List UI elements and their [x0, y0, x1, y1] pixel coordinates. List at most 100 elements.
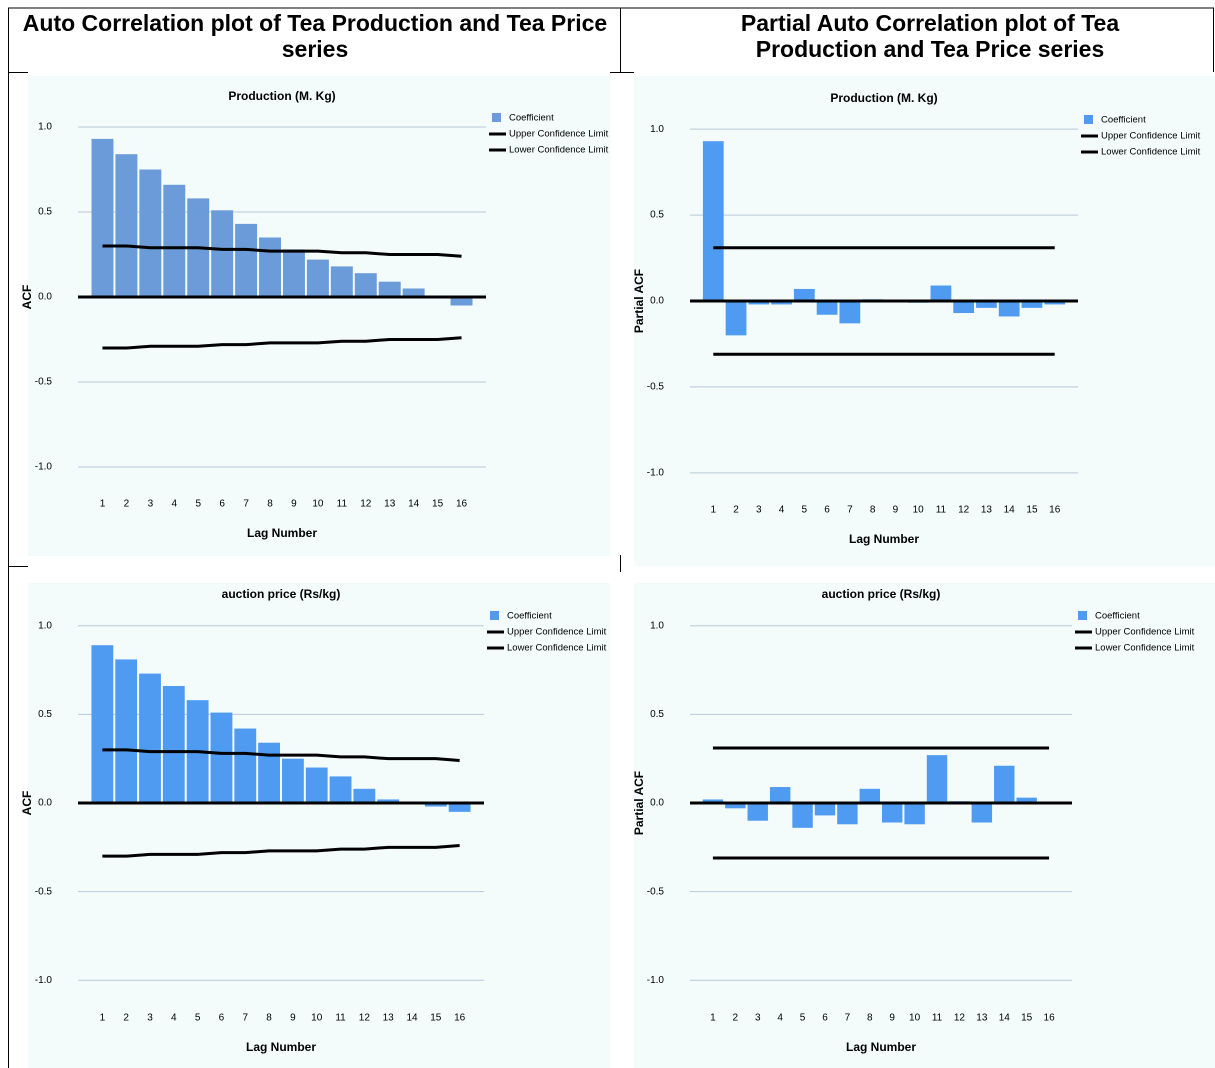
legend-label: Coefficient — [1095, 611, 1140, 622]
bar — [377, 799, 400, 803]
bar — [162, 686, 185, 803]
x-tick-label: 4 — [171, 1013, 177, 1024]
chart: auction price (Rs/kg)-1.0-0.50.00.51.01 2… — [20, 583, 610, 1068]
bar — [793, 288, 815, 301]
bar — [976, 301, 997, 308]
x-tick-label: 3 — [755, 1013, 761, 1024]
x-tick-label: 5 — [195, 1013, 201, 1024]
y-tick-label: -1.0 — [35, 462, 53, 473]
x-tick-label: 10 — [311, 1013, 323, 1024]
bar — [725, 803, 746, 809]
x-tick-label: 10 — [909, 1013, 921, 1024]
bar — [953, 301, 975, 314]
x-tick-label: 4 — [779, 505, 785, 516]
x-tick-label: 14 — [406, 1013, 418, 1024]
bar — [748, 301, 770, 305]
legend-label: Upper Confidence Limit — [1095, 627, 1195, 638]
legend-label: Coefficient — [1101, 115, 1146, 126]
bar — [1021, 301, 1043, 308]
x-tick-label: 3 — [148, 499, 154, 510]
x-tick-label: 2 — [733, 505, 739, 516]
x-tick-label: 10 — [312, 499, 324, 510]
chart-title: Production (M. Kg) — [228, 89, 335, 103]
x-tick-label: 6 — [824, 505, 830, 516]
chart-background — [634, 583, 1215, 1068]
column-header: Auto Correlation plot of Tea Production … — [22, 10, 608, 62]
chart-title: auction price (Rs/kg) — [822, 587, 941, 601]
bar — [747, 803, 768, 821]
x-tick-label: 14 — [408, 499, 420, 510]
legend-label: Lower Confidence Limit — [1095, 643, 1195, 654]
x-tick-label: 14 — [1004, 505, 1016, 516]
x-tick-label: 6 — [219, 1013, 225, 1024]
x-tick-label: 5 — [800, 1013, 806, 1024]
bar — [904, 803, 925, 825]
bar — [139, 673, 161, 803]
x-tick-label: 15 — [432, 499, 444, 510]
bar — [725, 301, 747, 336]
x-tick-label: 6 — [219, 499, 225, 510]
x-tick-label: 11 — [337, 499, 348, 510]
bar — [235, 223, 258, 297]
y-tick-label: 0.5 — [38, 709, 52, 720]
bar — [402, 288, 425, 297]
bar — [771, 301, 792, 305]
chart: Production (M. Kg)-1.0-0.50.00.51.01 2 3 4 5… — [20, 76, 610, 556]
bar — [282, 758, 304, 803]
bar — [354, 273, 377, 297]
x-tick-label: 2 — [733, 1013, 739, 1024]
x-tick-label: 9 — [290, 1013, 296, 1024]
bar — [1016, 797, 1037, 803]
y-tick-label: 0.5 — [650, 210, 664, 221]
y-tick-label: -0.5 — [647, 382, 665, 393]
bar — [91, 138, 114, 297]
x-tick-label: 16 — [1049, 505, 1061, 516]
x-tick-label: 8 — [867, 1013, 873, 1024]
y-tick-label: 1.0 — [650, 620, 664, 631]
x-tick-label: 8 — [267, 499, 273, 510]
bar — [306, 259, 329, 297]
bar — [837, 803, 858, 825]
x-tick-label: 15 — [430, 1013, 442, 1024]
legend-label: Coefficient — [509, 113, 554, 124]
legend-label: Upper Confidence Limit — [507, 627, 607, 638]
x-axis-label: Lag Number — [846, 1040, 916, 1054]
x-tick-label: 4 — [172, 499, 178, 510]
x-tick-label: 15 — [1026, 505, 1038, 516]
y-tick-label: 0.5 — [38, 207, 52, 218]
bar — [115, 154, 138, 297]
y-tick-label: 0.0 — [650, 798, 664, 809]
bar — [769, 787, 791, 803]
x-tick-label: 16 — [1044, 1013, 1056, 1024]
x-tick-label: 3 — [147, 1013, 153, 1024]
x-tick-label: 1 — [710, 505, 716, 516]
bar — [702, 799, 724, 803]
bar — [839, 301, 861, 324]
x-tick-label: 13 — [981, 505, 993, 516]
legend-swatch — [1084, 115, 1093, 124]
chart: Production (M. Kg)-1.0-0.50.00.51.01 2 3 4 5… — [632, 76, 1215, 566]
x-tick-label: 7 — [242, 1013, 248, 1024]
bar — [115, 659, 138, 803]
bar — [234, 728, 257, 803]
confidence-line — [102, 844, 460, 858]
x-tick-label: 8 — [870, 505, 876, 516]
table-borders — [8, 7, 1214, 1068]
legend-swatch — [1078, 611, 1087, 620]
bar — [926, 755, 948, 803]
bar — [971, 803, 993, 823]
bar — [378, 281, 401, 297]
bar — [330, 266, 353, 297]
y-tick-label: 1.0 — [38, 122, 52, 133]
y-tick-label: 0.0 — [38, 292, 52, 303]
x-tick-label: 4 — [777, 1013, 783, 1024]
bar — [283, 249, 305, 297]
confidence-line — [102, 748, 460, 762]
legend-label: Lower Confidence Limit — [507, 643, 607, 654]
x-tick-label: 12 — [958, 505, 970, 516]
bar — [258, 742, 280, 803]
y-axis-label: Partial ACF — [632, 269, 646, 333]
column-header: Partial Auto Correlation plot of Tea Pro… — [740, 10, 1120, 62]
